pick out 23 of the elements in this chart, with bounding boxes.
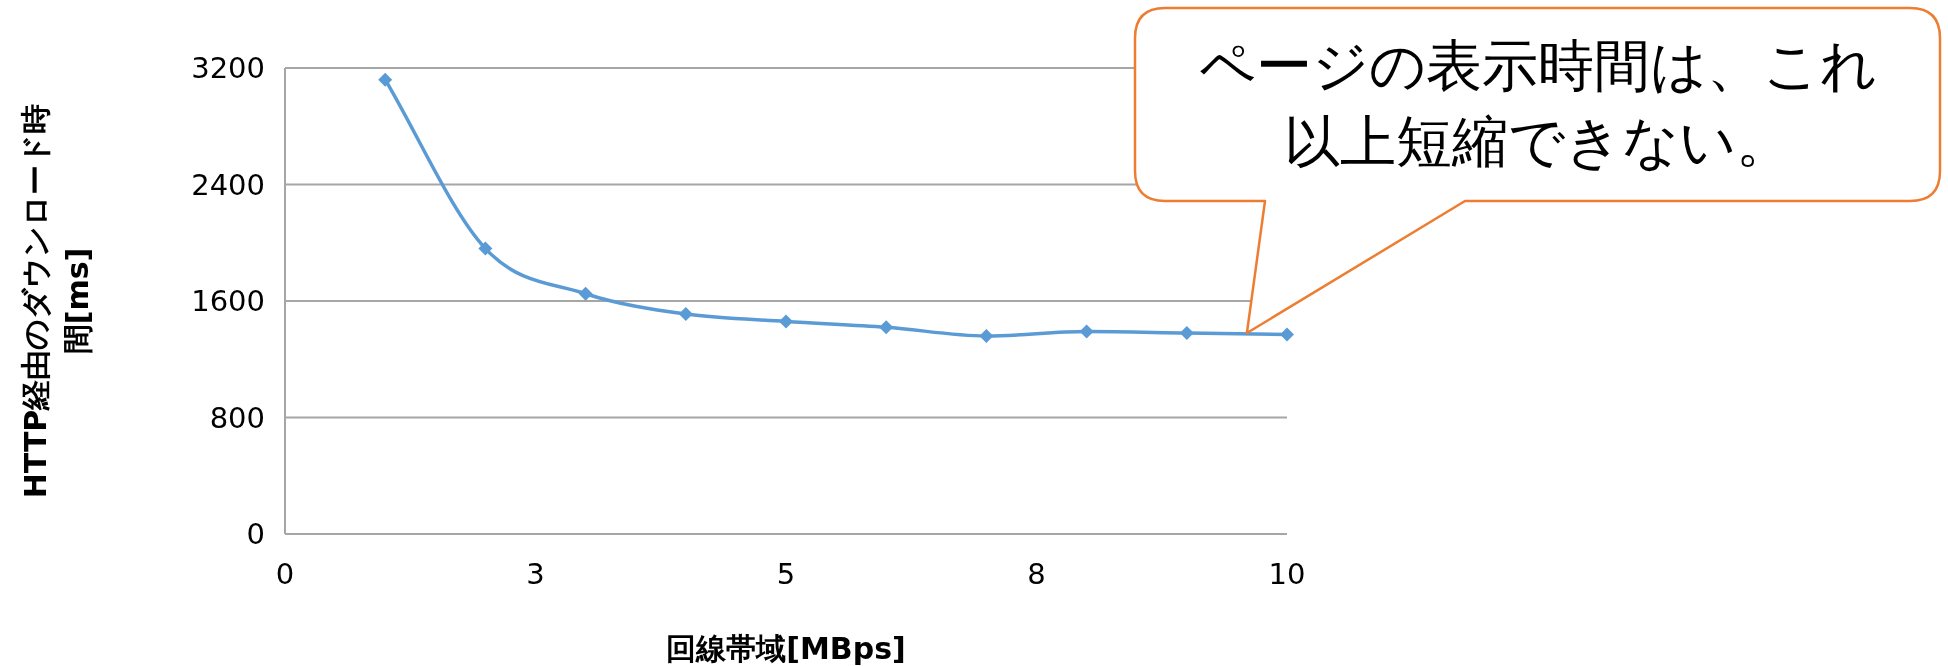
- annotation: ページの表示時間は、これ以上短縮できない。: [1197, 32, 1878, 176]
- x-tick-label: 0: [275, 557, 295, 591]
- x-tick-label: 10: [1268, 557, 1306, 591]
- x-tick-label: 5: [776, 557, 796, 591]
- y-tick-label: 3200: [191, 51, 265, 85]
- point: [478, 241, 493, 256]
- point: [378, 72, 393, 87]
- point: [1280, 327, 1294, 342]
- point: [578, 286, 593, 301]
- point: [779, 314, 793, 329]
- point: [979, 328, 994, 343]
- point: [879, 320, 894, 335]
- x-tick-label: 3: [526, 557, 545, 591]
- point: [1079, 324, 1094, 339]
- y-tick-label: 2400: [191, 167, 265, 202]
- y-axis-title: HTTP経由のダウンロード時間[ms]: [17, 102, 96, 501]
- y-tick-label: 1600: [191, 284, 265, 318]
- point: [678, 307, 693, 322]
- x-axis-title: 回線帯域[MBps]: [665, 630, 907, 666]
- point: [1179, 326, 1194, 341]
- y-tick-label: 0: [246, 517, 265, 551]
- x-tick-label: 8: [1027, 557, 1046, 591]
- y-tick-label: 800: [209, 400, 265, 435]
